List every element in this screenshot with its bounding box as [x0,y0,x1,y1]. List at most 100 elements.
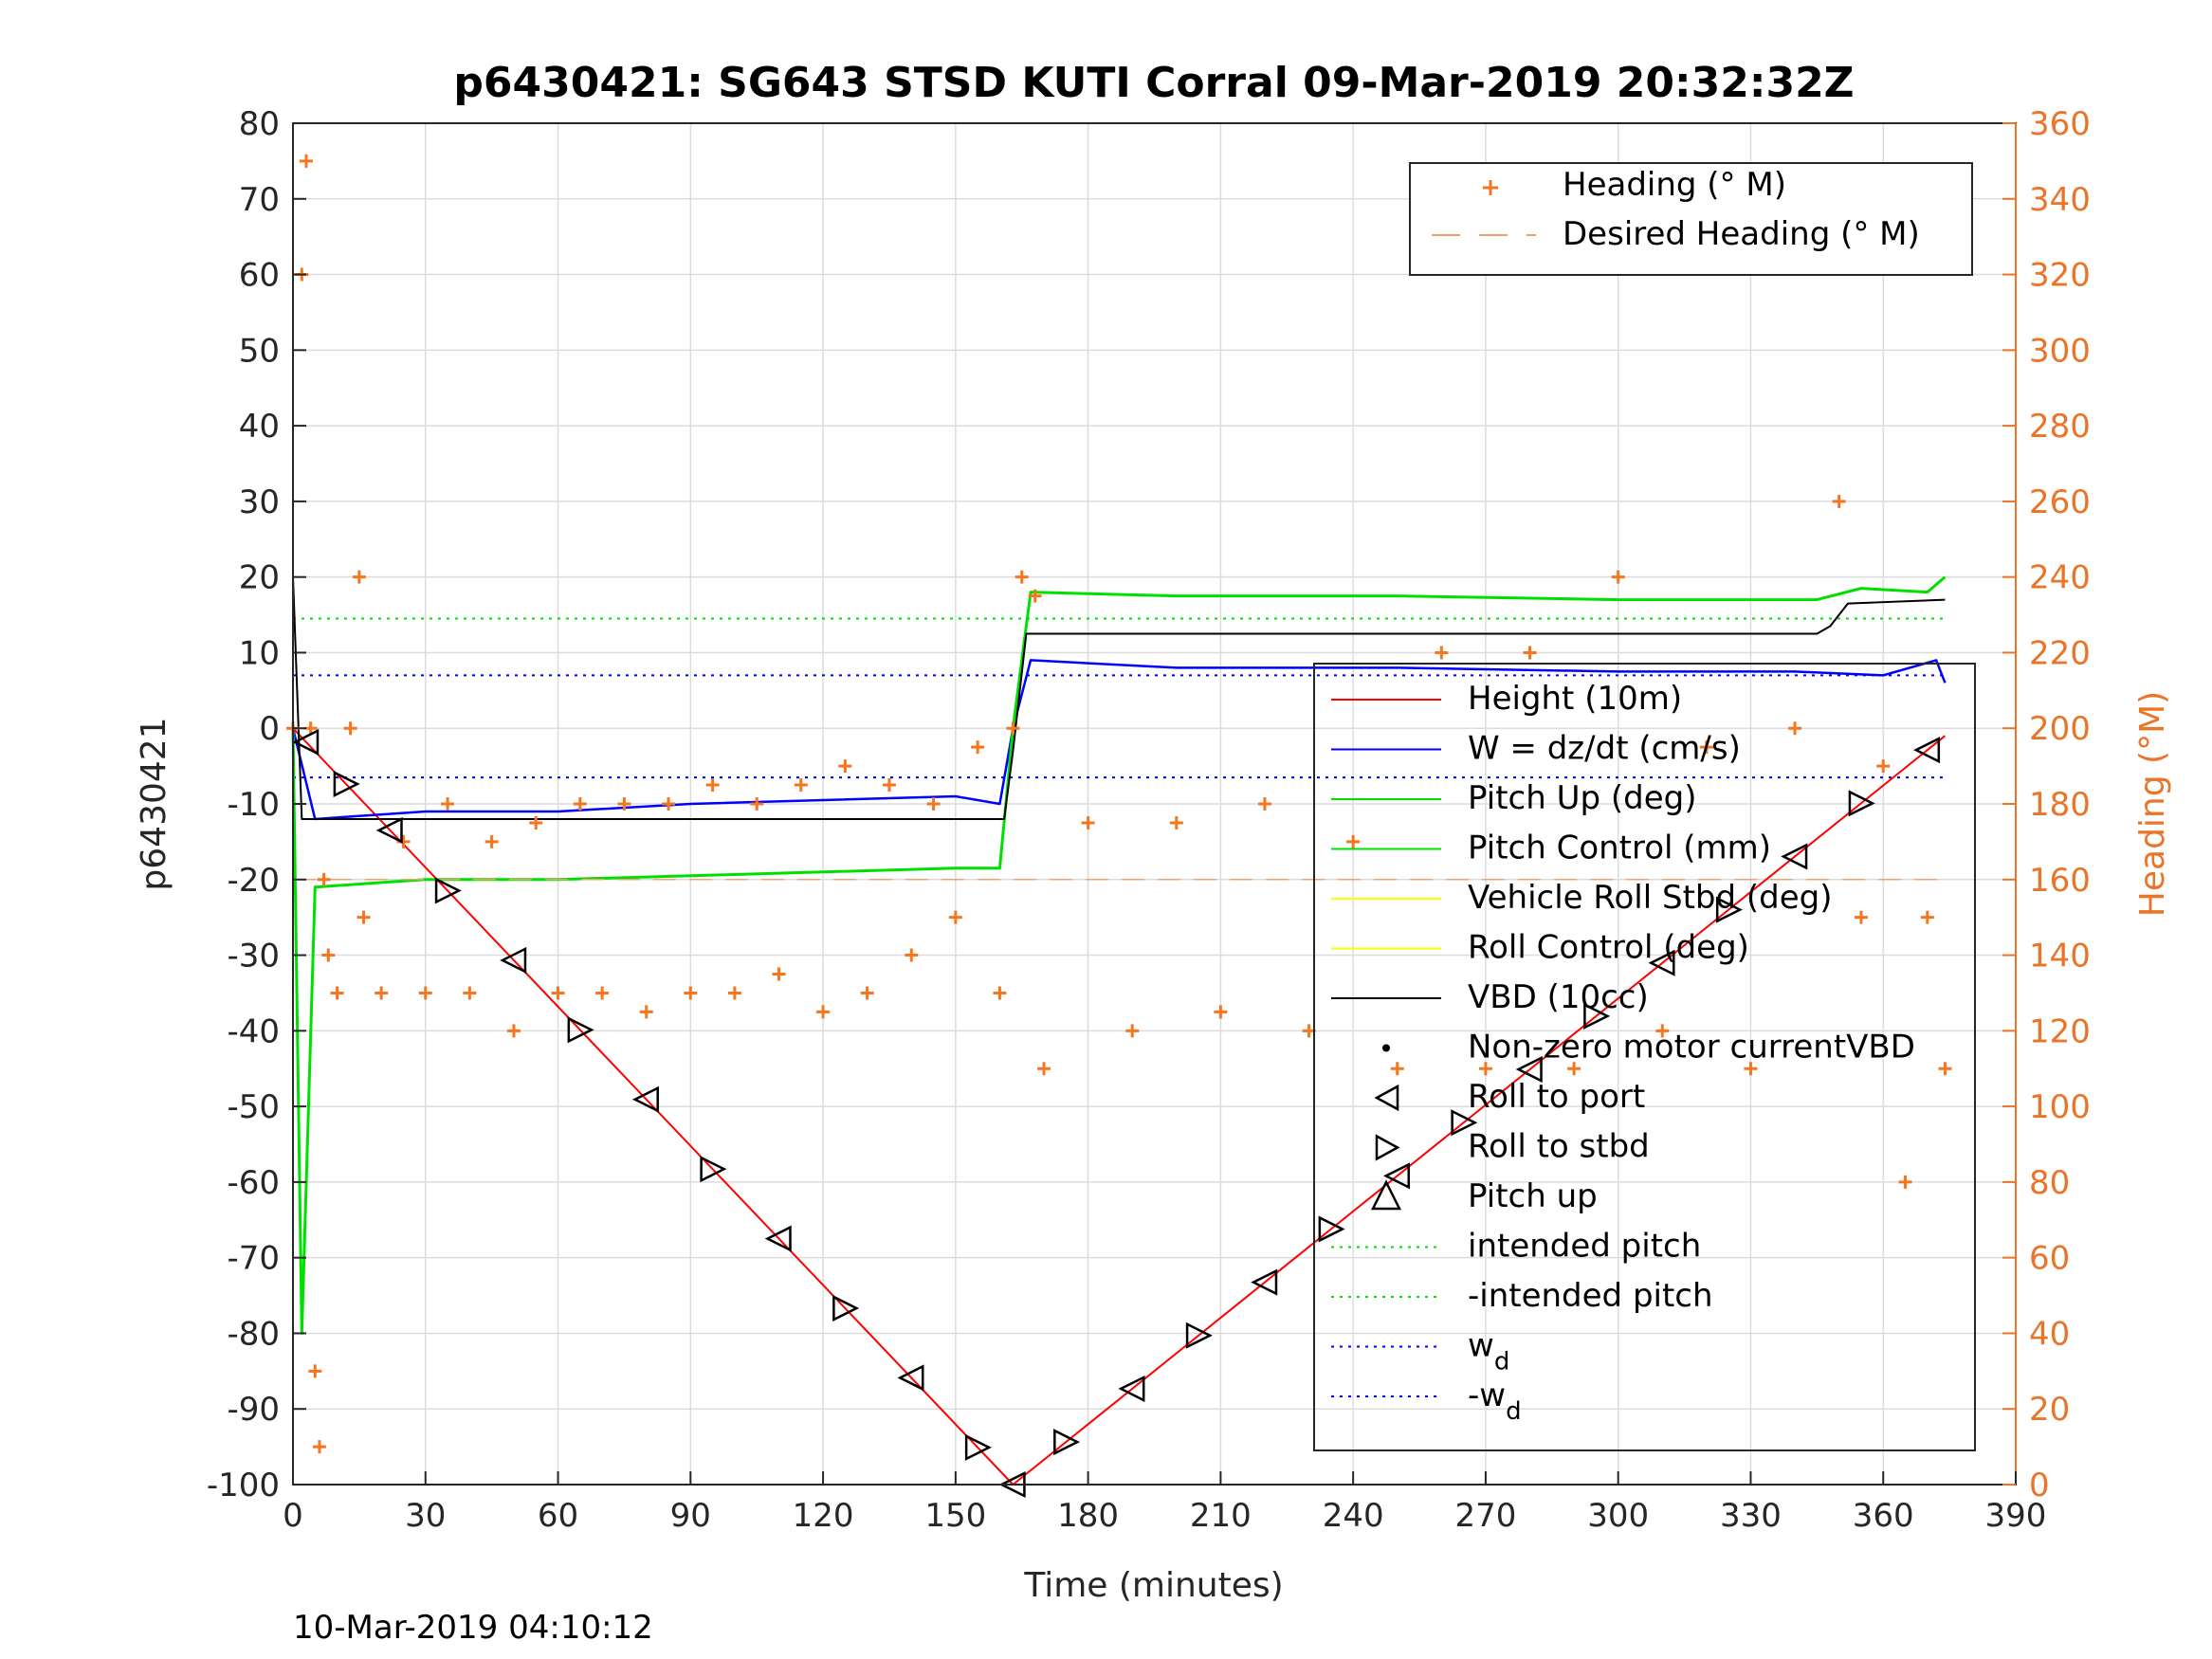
heading-point [595,986,610,1000]
y-right-tick-label: 180 [2029,786,2091,824]
roll-marker [700,1156,727,1183]
heading-point [1257,797,1271,811]
heading-point [441,797,455,811]
y-left-tick-label: 50 [239,332,280,370]
y-right-tick-label: 320 [2029,257,2091,295]
x-tick-label: 270 [1454,1497,1516,1535]
heading-point [1006,721,1020,736]
y-left-tick-label: 60 [239,257,280,295]
heading-point [816,1005,831,1019]
roll-marker [333,770,360,797]
legend-label: Roll to port [1468,1078,1645,1116]
roll-marker [434,877,462,904]
x-tick-label: 0 [283,1497,303,1535]
x-axis-label: Time (minutes) [1023,1566,1283,1605]
y-left-tick-label: 10 [239,634,280,672]
y-right-tick-label: 60 [2029,1240,2070,1278]
heading-point [529,815,543,830]
heading-point [463,986,477,1000]
roll-marker [897,1364,924,1392]
heading-point [1037,1062,1051,1076]
roll-marker [292,728,320,756]
heading-point [1655,1024,1670,1038]
heading-point [1920,910,1934,924]
legend-heading-box [1409,162,1973,276]
heading-point [971,740,985,755]
heading-point [1854,910,1868,924]
roll-marker [1118,1375,1145,1402]
roll-marker [964,1433,992,1461]
y-left-tick-label: -90 [227,1391,280,1429]
heading-point [573,797,587,811]
legend-swatch [1374,1084,1399,1112]
heading-point [926,797,941,811]
x-tick-label: 120 [793,1497,854,1535]
heading-point [1611,570,1625,584]
legend-main: Height (10m) W = dz/dt (cm/s) Pitch Up (de… [1313,663,1976,1451]
heading-point [506,1024,521,1038]
legend-label: Roll Control (deg) [1468,929,1749,967]
heading-point [356,910,371,924]
heading-point [312,1440,326,1454]
legend-label: Roll to stbd [1468,1128,1650,1166]
legend-swatch [1382,1044,1390,1052]
roll-marker [832,1294,860,1322]
heading-point [1898,1175,1912,1189]
y-right-tick-label: 100 [2029,1088,2091,1126]
y-left-tick-label: 40 [239,408,280,446]
roll-marker [1185,1322,1213,1349]
heading-point [352,570,366,584]
legend-label: Height (10m) [1468,680,1682,718]
y-right-tick-label: 120 [2029,1012,2091,1050]
x-axis-ticks: 0 30 60 90 120 150 180 210 240 270 300 330 360 390 [283,1471,2046,1535]
heading-point [308,1364,322,1378]
reference-lines [293,617,1946,779]
legend-label: Pitch up [1468,1177,1598,1215]
roll-marker [1451,1109,1478,1137]
heading-point [1435,646,1449,660]
heading-point [684,986,698,1000]
y-left-tick-label: 30 [239,483,280,521]
x-tick-label: 240 [1323,1497,1384,1535]
x-tick-label: 330 [1720,1497,1782,1535]
heading-point [1125,1024,1140,1038]
heading-point [772,967,786,981]
heading-point [1478,1062,1492,1076]
roll-marker [1781,843,1808,870]
legend-label: intended pitch [1468,1228,1701,1266]
heading-point [1015,570,1029,584]
heading-point [1523,646,1537,660]
roll-marker [1583,1002,1611,1030]
y-left-tick-label: -20 [227,862,280,900]
roll-marker [567,1016,594,1044]
y-left-tick-label: -80 [227,1315,280,1353]
legend-main-box [1313,663,1976,1451]
y-right-tick-label: 340 [2029,181,2091,219]
legend-swatch [1375,1134,1400,1161]
y-left-tick-label: -30 [227,938,280,975]
y-left-axis-label: p6430421 [135,717,174,890]
heading-point [1832,494,1846,508]
roll-marker [375,816,403,844]
legend-label: VBD (10cc) [1468,978,1649,1016]
heading-point [1346,834,1361,848]
heading-point [1699,740,1713,755]
legend-label: Pitch Up (deg) [1468,779,1696,817]
y-right-tick-label: 280 [2029,408,2091,446]
heading-point [705,778,720,793]
legend-swatch [1483,180,1498,195]
legend-label: Non-zero motor currentVBD [1468,1029,1915,1066]
x-tick-label: 390 [1985,1497,2047,1535]
y-left-tick-label: -40 [227,1012,280,1050]
heading-point [617,797,631,811]
legend-label: Pitch Control (mm) [1468,830,1771,867]
y-right-tick-label: 260 [2029,483,2091,521]
heading-point [1214,1005,1228,1019]
x-tick-label: 90 [670,1497,711,1535]
x-tick-label: 60 [538,1497,578,1535]
legend-label-subscript: d [1494,1348,1510,1376]
roll-marker [1251,1268,1278,1296]
heading-point [727,986,741,1000]
legend-swatch [1370,1179,1402,1211]
